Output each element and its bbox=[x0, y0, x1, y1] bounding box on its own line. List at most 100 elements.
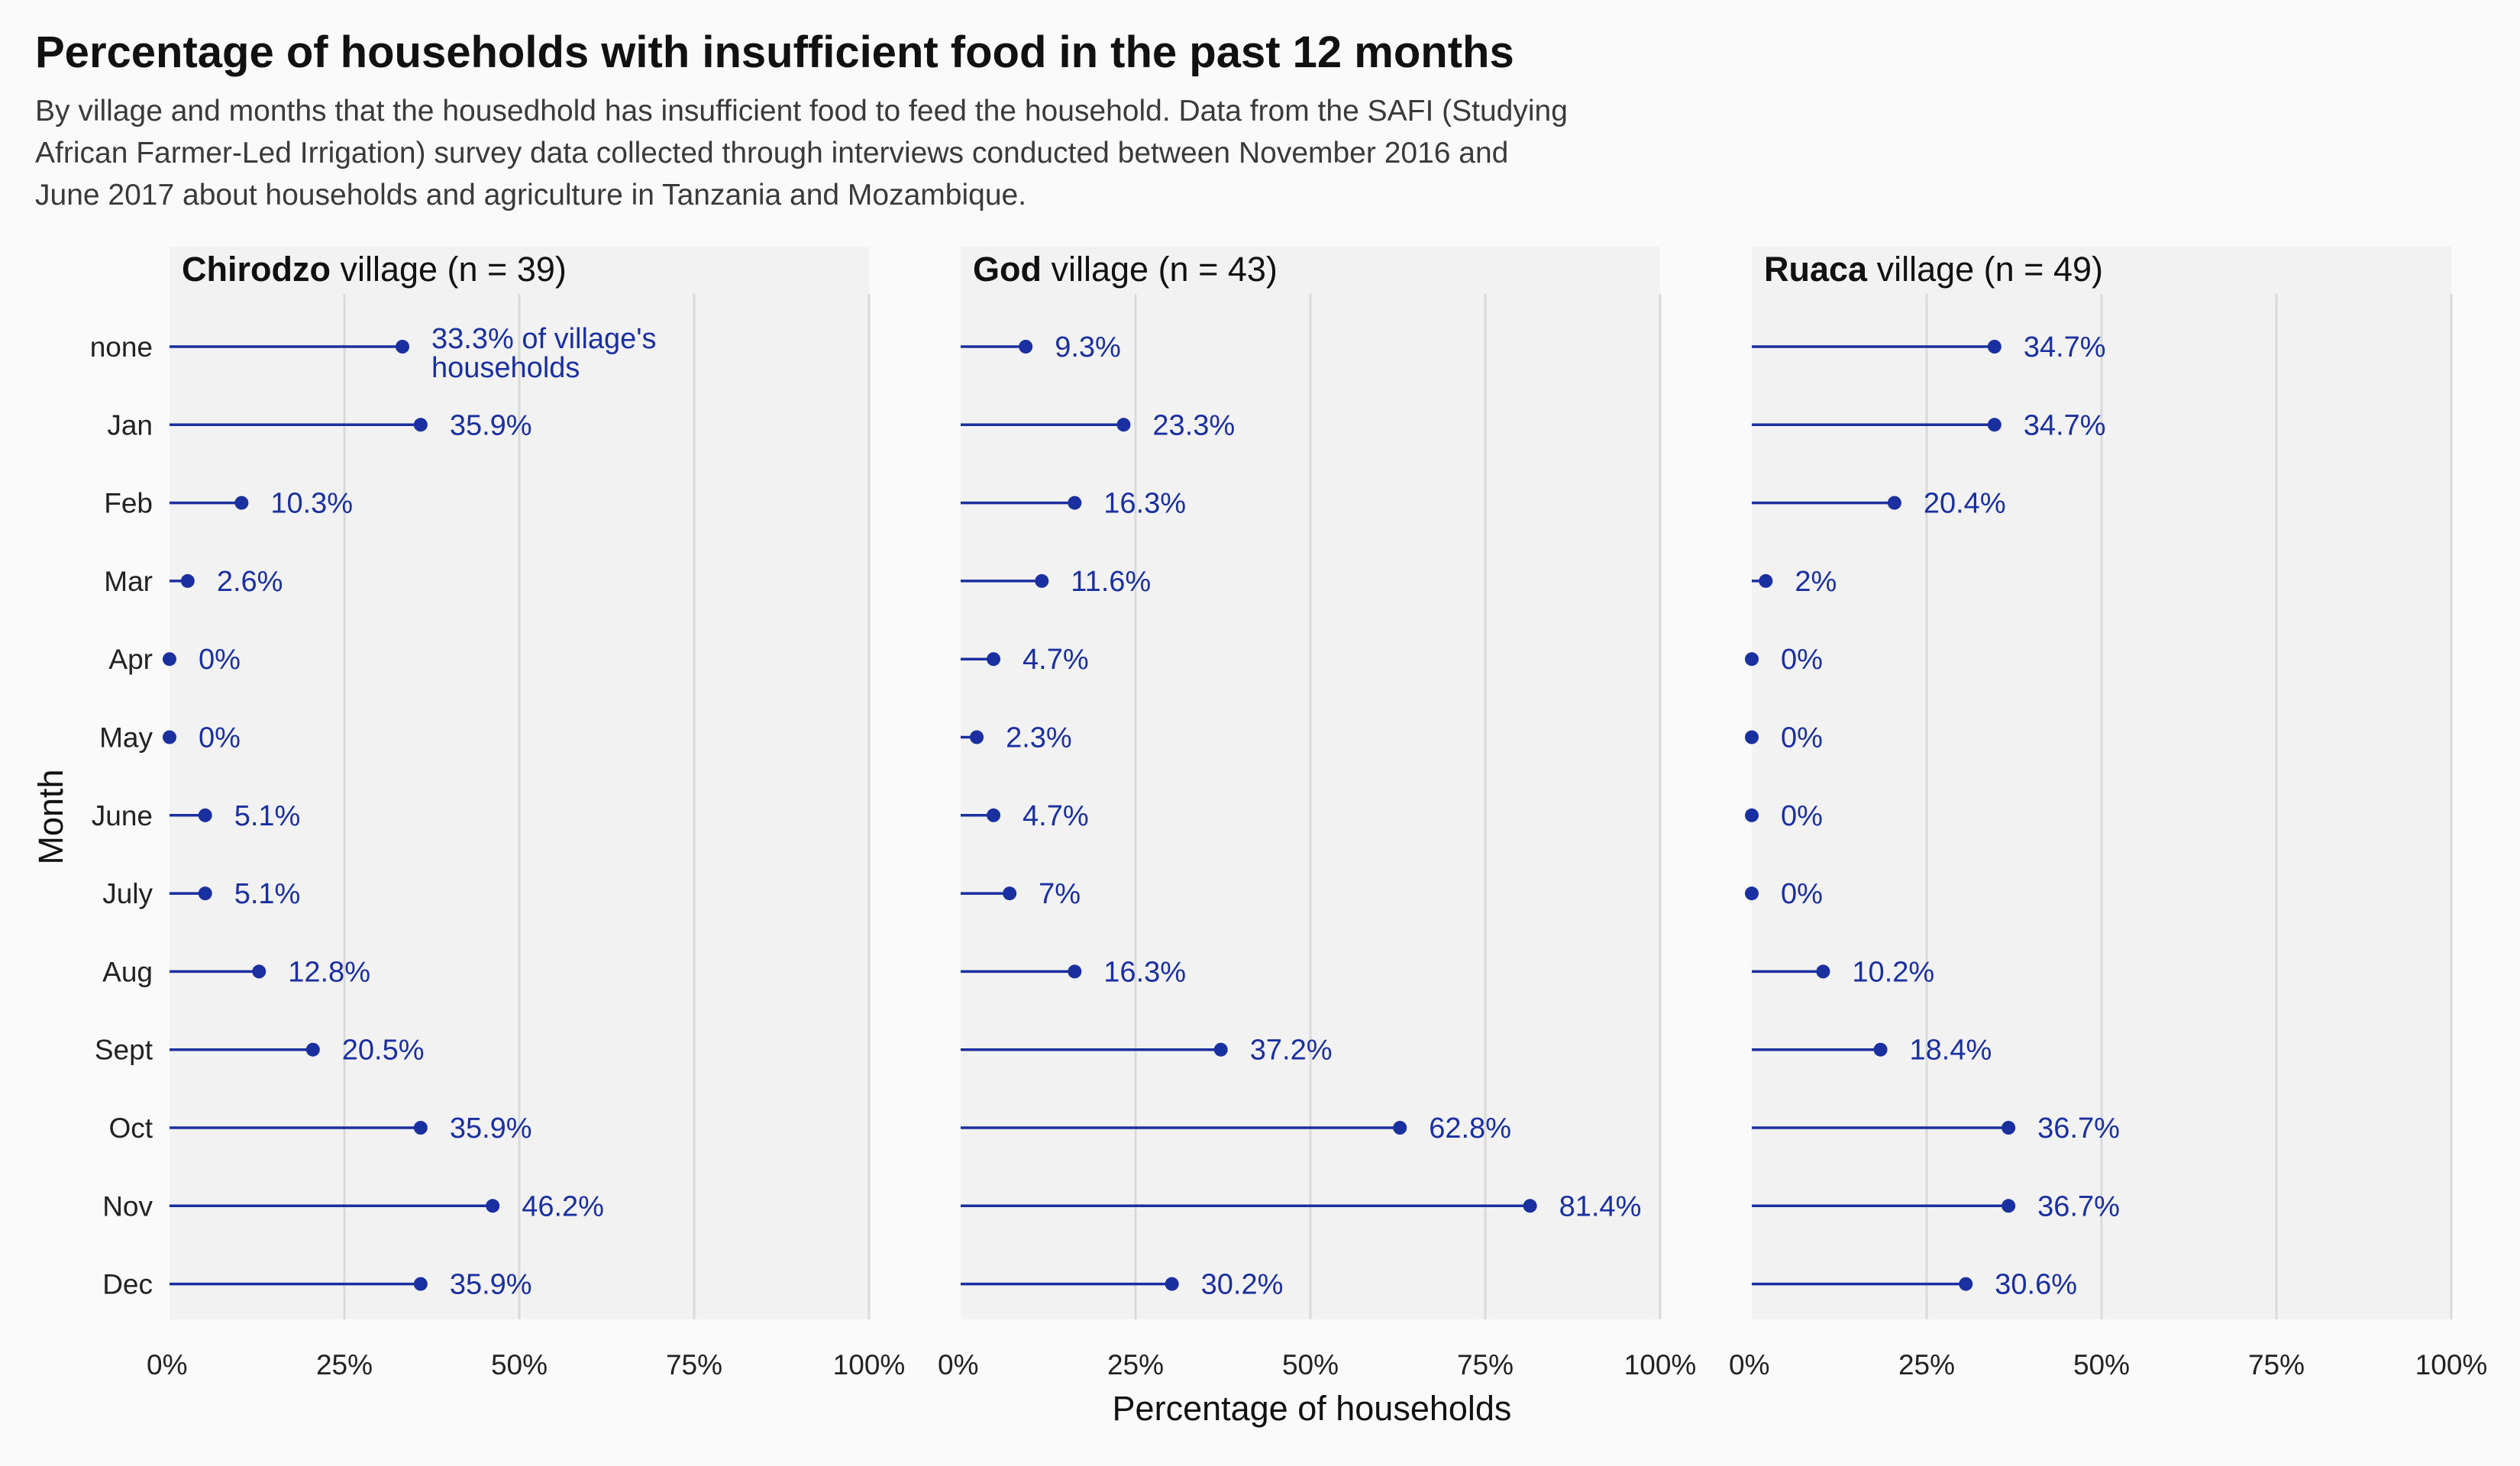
y-axis-title: Month bbox=[31, 769, 70, 864]
lollipop-point bbox=[252, 964, 267, 979]
month-label-feb: Feb bbox=[104, 488, 153, 519]
data-label: 16.3% bbox=[1103, 488, 1186, 520]
x-tick-label: 0% bbox=[1729, 1349, 1769, 1380]
month-label-aug: Aug bbox=[102, 956, 153, 987]
data-label: 2% bbox=[1795, 566, 1837, 598]
lollipop-point bbox=[180, 573, 195, 588]
panel-ruaca: Ruaca village (n = 49) 0% 25% 50% 75% 100% 34.… bbox=[1729, 247, 2487, 1380]
lollipop-point bbox=[1035, 573, 1049, 588]
data-label: 2.6% bbox=[217, 566, 283, 598]
lollipop-point bbox=[2001, 1121, 2016, 1135]
data-label: 35.9% bbox=[450, 1269, 532, 1301]
x-tick-label: 75% bbox=[1457, 1349, 1514, 1380]
lollipop-point bbox=[1873, 1042, 1888, 1057]
data-label: 10.3% bbox=[270, 488, 353, 520]
lollipop-point bbox=[987, 808, 1001, 822]
lollipop-point bbox=[198, 886, 212, 901]
chart-title: Percentage of households with insufficie… bbox=[35, 27, 1514, 77]
data-label: 20.4% bbox=[1924, 488, 2006, 520]
x-tick-label: 75% bbox=[2248, 1349, 2305, 1380]
month-label-jan: Jan bbox=[107, 409, 153, 441]
lollipop-point bbox=[163, 652, 176, 667]
x-tick-label: 25% bbox=[1107, 1349, 1164, 1380]
data-label: 5.1% bbox=[234, 878, 301, 910]
data-label: 30.2% bbox=[1201, 1269, 1284, 1301]
x-tick-label: 50% bbox=[2073, 1349, 2130, 1380]
lollipop-point bbox=[486, 1199, 500, 1213]
x-axis-title: Percentage of households bbox=[1113, 1389, 1512, 1428]
data-label: 0% bbox=[1781, 722, 1823, 754]
data-label: 4.7% bbox=[1023, 800, 1089, 832]
lollipop-point bbox=[1393, 1121, 1407, 1135]
panel-strip bbox=[1752, 247, 2451, 294]
data-label: 11.6% bbox=[1071, 566, 1151, 598]
data-label: 0% bbox=[1781, 878, 1823, 910]
month-label-apr: Apr bbox=[108, 644, 153, 675]
data-label: 34.7% bbox=[2024, 331, 2106, 363]
x-tick-label: 100% bbox=[833, 1349, 906, 1380]
lollipop-point bbox=[1068, 496, 1082, 510]
lollipop-point bbox=[970, 730, 984, 744]
month-label-none: none bbox=[90, 331, 153, 363]
lollipop-point bbox=[1759, 573, 1773, 588]
data-label: 35.9% bbox=[450, 1112, 532, 1145]
data-label: 0% bbox=[1781, 800, 1823, 832]
data-label: 0% bbox=[1781, 644, 1823, 676]
data-label: 9.3% bbox=[1055, 331, 1121, 363]
lollipop-point bbox=[1745, 886, 1759, 901]
lollipop-point bbox=[1745, 730, 1759, 744]
lollipop-point bbox=[2001, 1199, 2016, 1213]
x-tick-label: 50% bbox=[1282, 1349, 1339, 1380]
data-label: 18.4% bbox=[1910, 1035, 1992, 1067]
data-label: 46.2% bbox=[522, 1190, 604, 1222]
chart-subtitle-line-2: African Farmer-Led Irrigation) survey da… bbox=[35, 137, 1508, 170]
lollipop-point bbox=[1959, 1277, 1973, 1291]
lollipop-point bbox=[1068, 964, 1082, 979]
data-label: 34.7% bbox=[2024, 409, 2106, 441]
data-label: 30.6% bbox=[1995, 1269, 2077, 1301]
x-tick-label: 25% bbox=[1898, 1349, 1955, 1380]
data-label: 81.4% bbox=[1559, 1190, 1642, 1222]
lollipop-point bbox=[1816, 964, 1830, 979]
month-label-dec: Dec bbox=[102, 1269, 153, 1300]
data-label: 35.9% bbox=[450, 409, 532, 441]
data-label: 36.7% bbox=[2037, 1112, 2120, 1145]
lollipop-point bbox=[413, 418, 428, 432]
month-label-may: May bbox=[99, 722, 153, 754]
data-label: 36.7% bbox=[2037, 1190, 2120, 1222]
lollipop-point bbox=[234, 496, 249, 510]
lollipop-point bbox=[163, 730, 176, 744]
data-label: 62.8% bbox=[1429, 1112, 1511, 1145]
lollipop-point bbox=[1213, 1042, 1228, 1057]
panel-title-god: God village (n = 43) bbox=[973, 250, 1278, 289]
panel-title-ruaca: Ruaca village (n = 49) bbox=[1764, 250, 2103, 289]
x-tick-label: 0% bbox=[147, 1349, 187, 1380]
lollipop-point bbox=[1116, 418, 1131, 432]
lollipop-point bbox=[1745, 652, 1759, 667]
lollipop-point bbox=[305, 1042, 320, 1057]
month-label-june: June bbox=[92, 800, 153, 831]
data-label: 37.2% bbox=[1250, 1035, 1333, 1067]
panel-chirodzo: Chirodzo village (n = 39) 0% 25% 50% 75% 100%… bbox=[147, 247, 905, 1380]
data-label: 16.3% bbox=[1103, 956, 1186, 988]
panels-group: none Jan Feb Mar Apr May June July Aug Sept Oct Nov… bbox=[90, 247, 2487, 1380]
chart-subtitle-line-3: June 2017 about households and agricultu… bbox=[35, 179, 1026, 212]
data-label: 2.3% bbox=[1006, 722, 1072, 754]
month-label-july: July bbox=[102, 878, 153, 909]
data-label: 12.8% bbox=[288, 956, 370, 988]
data-label: 7% bbox=[1039, 878, 1081, 910]
month-label-sept: Sept bbox=[95, 1035, 153, 1066]
lollipop-point bbox=[413, 1121, 428, 1135]
lollipop-point bbox=[198, 808, 212, 822]
lollipop-point bbox=[1887, 496, 1901, 510]
lollipop-point bbox=[413, 1277, 428, 1291]
data-label: 10.2% bbox=[1852, 956, 1934, 988]
x-tick-label: 100% bbox=[2415, 1349, 2488, 1380]
lollipop-point bbox=[987, 652, 1001, 667]
month-label-nov: Nov bbox=[102, 1190, 153, 1222]
data-label: 5.1% bbox=[234, 800, 301, 832]
data-label: 0% bbox=[199, 722, 241, 754]
x-tick-label: 25% bbox=[316, 1349, 373, 1380]
data-label: 20.5% bbox=[342, 1035, 425, 1067]
lollipop-point bbox=[1745, 808, 1759, 822]
